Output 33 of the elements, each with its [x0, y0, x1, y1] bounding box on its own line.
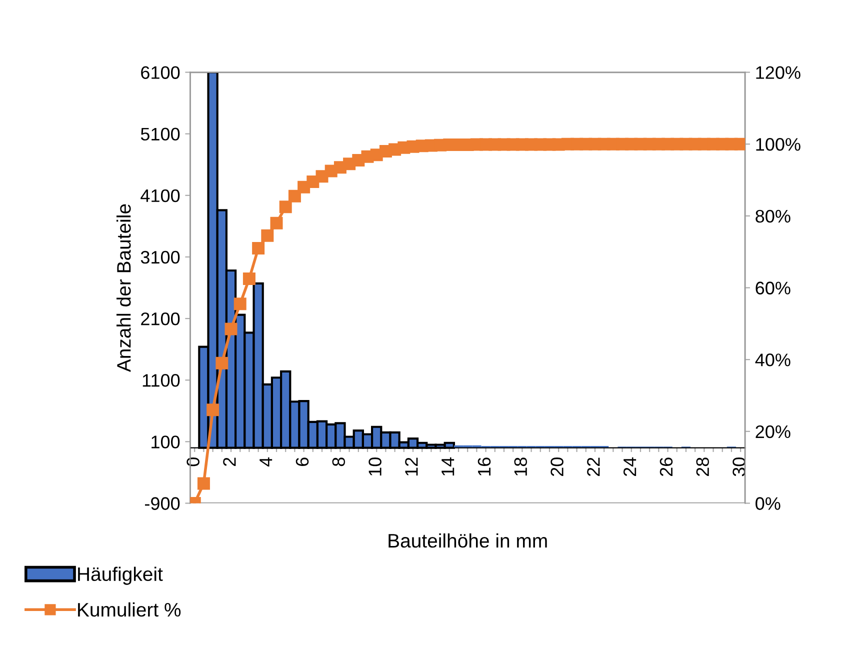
legend-label: Kumuliert %: [78, 602, 181, 617]
x-tick-label: 22: [587, 458, 600, 476]
x-tick-label: 16: [478, 458, 491, 476]
y2-tick-label: 80%: [756, 210, 790, 223]
y2-tick-label: 60%: [756, 282, 790, 294]
y2-tick-label: 40%: [755, 354, 790, 366]
x-tick-label: 8: [332, 458, 346, 466]
y-tick-label: 1100: [142, 374, 180, 387]
y2-tick-label: 20%: [756, 425, 790, 438]
x-tick-label: 10: [368, 458, 382, 476]
y-axis-title: Anzahl der Bauteile: [116, 204, 131, 372]
x-tick-label: 20: [550, 458, 564, 476]
x-tick-label: 18: [514, 458, 528, 476]
y-tick-label: -900: [145, 497, 180, 510]
y2-tick-label: 100%: [756, 138, 800, 151]
x-tick-label: 12: [405, 458, 418, 476]
x-tick-label: 6: [296, 458, 309, 466]
x-tick-label: 28: [696, 458, 710, 476]
x-tick-label: 4: [260, 457, 272, 466]
y-tick-label: 100: [152, 436, 180, 448]
x-tick-label: 2: [223, 458, 236, 466]
y-tick-label: 4100: [140, 189, 180, 202]
y-tick-label: 6100: [141, 66, 180, 79]
y2-tick-label: 0%: [756, 497, 780, 510]
y-tick-label: 5100: [140, 128, 180, 141]
x-tick-label: 26: [660, 458, 673, 476]
legend-label: Häufigkeit: [78, 566, 163, 585]
x-axis-title: Bauteilhöhe in mm: [388, 533, 547, 548]
x-tick-label: 14: [442, 457, 454, 476]
x-tick-label: 24: [623, 457, 636, 476]
y2-tick-label: 120%: [756, 66, 800, 79]
y-tick-label: 2100: [141, 312, 180, 326]
y-tick-label: 3100: [140, 250, 180, 264]
